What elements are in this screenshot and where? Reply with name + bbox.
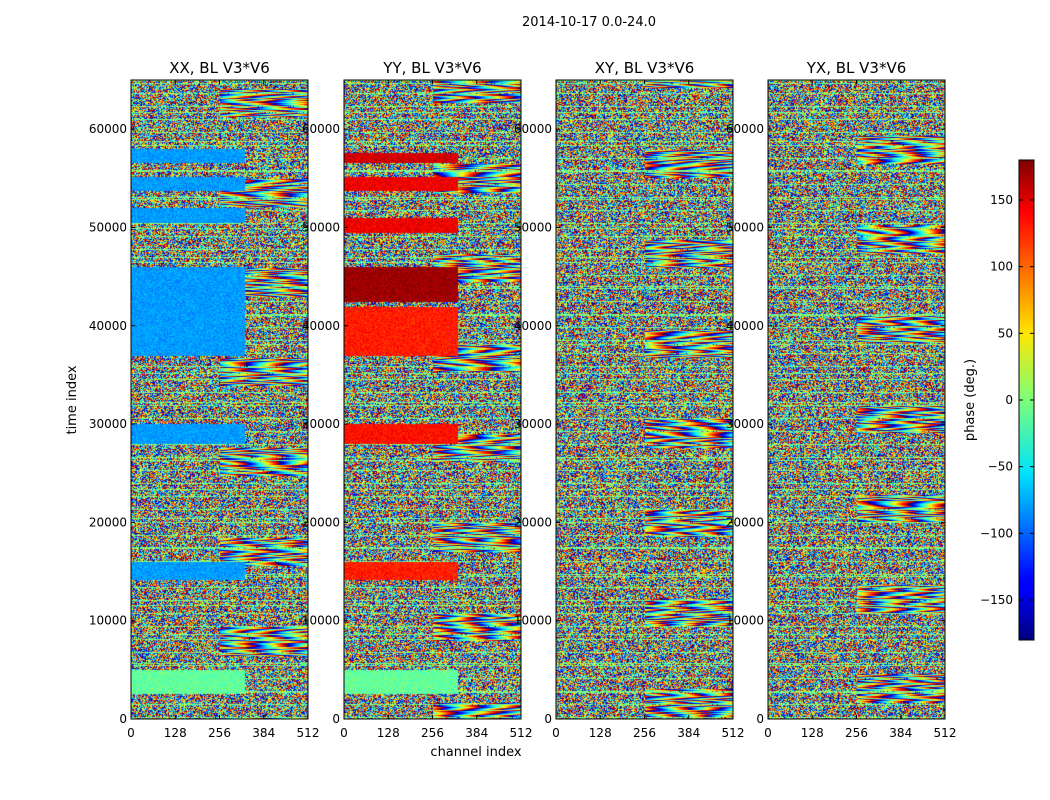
y-tick-label: 60000 (89, 122, 127, 136)
y-tick-label: 40000 (726, 319, 764, 333)
x-tick-label: 0 (552, 726, 560, 740)
x-tick-label: 256 (845, 726, 868, 740)
colorbar-label: phase (deg.) (963, 359, 978, 441)
figure-suptitle: 2014-10-17 0.0-24.0 (522, 15, 656, 30)
x-axis-label: channel index (430, 745, 521, 760)
y-tick-label: 30000 (89, 417, 127, 431)
y-tick-label: 30000 (302, 417, 340, 431)
y-tick-label: 60000 (514, 122, 552, 136)
x-tick-label: 256 (421, 726, 444, 740)
y-tick-label: 0 (119, 712, 127, 726)
x-tick-label: 512 (722, 726, 745, 740)
y-tick-label: 20000 (302, 515, 340, 529)
y-tick-label: 40000 (514, 319, 552, 333)
y-tick-label: 50000 (89, 220, 127, 234)
x-tick-label: 0 (340, 726, 348, 740)
y-tick-label: 0 (544, 712, 552, 726)
y-tick-label: 10000 (302, 614, 340, 628)
heatmap-panel-4: YX, BL V3*V6 0 10000 20000 30000 40000 50000 60… (726, 59, 957, 740)
x-tick-label: 128 (589, 726, 612, 740)
y-tick-label: 0 (332, 712, 340, 726)
x-tick-label: 384 (889, 726, 912, 740)
y-tick-label: 50000 (302, 220, 340, 234)
heatmap-image-4 (768, 80, 945, 719)
colorbar-tick-label: 150 (990, 193, 1013, 207)
x-tick-label: 0 (764, 726, 772, 740)
colorbar-tick-label: 0 (1005, 393, 1013, 407)
colorbar-tick-label: −150 (980, 593, 1013, 607)
y-tick-label: 40000 (89, 319, 127, 333)
x-tick-label: 128 (377, 726, 400, 740)
x-tick-label: 384 (252, 726, 275, 740)
y-tick-label: 10000 (89, 614, 127, 628)
heatmap-image-2 (344, 80, 521, 719)
panel-title-1: XX, BL V3*V6 (169, 59, 270, 77)
y-tick-label: 10000 (726, 614, 764, 628)
heatmap-panel-1: XX, BL V3*V6 0 10000 20000 30000 40000 50000 60… (89, 59, 320, 740)
y-tick-label: 20000 (514, 515, 552, 529)
x-tick-label: 384 (465, 726, 488, 740)
colorbar-tick-label: −100 (980, 526, 1013, 540)
x-tick-label: 512 (934, 726, 957, 740)
y-tick-label: 60000 (302, 122, 340, 136)
x-tick-label: 0 (127, 726, 135, 740)
x-tick-label: 384 (677, 726, 700, 740)
colorbar-tick-label: −50 (988, 460, 1013, 474)
y-tick-label: 20000 (726, 515, 764, 529)
x-tick-label: 128 (801, 726, 824, 740)
y-tick-label: 10000 (514, 614, 552, 628)
x-tick-label: 256 (208, 726, 231, 740)
y-tick-label: 30000 (726, 417, 764, 431)
colorbar-tick-label: 100 (990, 260, 1013, 274)
heatmap-panel-3: XY, BL V3*V6 0 10000 20000 30000 40000 50000 60… (514, 59, 745, 740)
x-tick-label: 512 (297, 726, 320, 740)
x-tick-label: 512 (510, 726, 533, 740)
panel-title-4: YX, BL V3*V6 (806, 59, 907, 77)
y-tick-label: 20000 (89, 515, 127, 529)
y-tick-label: 0 (756, 712, 764, 726)
heatmap-panel-2: YY, BL V3*V6 0 10000 20000 30000 40000 50000 60… (302, 59, 533, 740)
y-tick-label: 40000 (302, 319, 340, 333)
y-tick-label: 30000 (514, 417, 552, 431)
panel-title-3: XY, BL V3*V6 (595, 59, 695, 77)
heatmap-image-1 (131, 80, 308, 719)
y-tick-label: 50000 (726, 220, 764, 234)
x-tick-label: 128 (164, 726, 187, 740)
y-axis-label: time index (65, 365, 80, 434)
y-tick-label: 60000 (726, 122, 764, 136)
y-tick-label: 50000 (514, 220, 552, 234)
heatmap-image-3 (556, 80, 733, 719)
panels: XX, BL V3*V6 0 10000 20000 30000 40000 50000 60… (89, 59, 957, 740)
panel-title-2: YY, BL V3*V6 (382, 59, 481, 77)
colorbar-tick-label: 50 (998, 326, 1013, 340)
x-tick-label: 256 (633, 726, 656, 740)
colorbar: 150 100 50 0 −50 −100 −150 phase (deg.) (963, 159, 1035, 641)
